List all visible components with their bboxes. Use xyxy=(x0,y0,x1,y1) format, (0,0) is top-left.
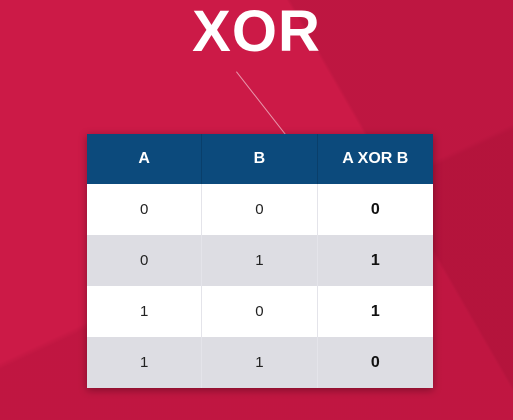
column-header-b: B xyxy=(201,134,318,184)
cell-result: 1 xyxy=(317,235,433,286)
column-header-a: A xyxy=(87,134,203,184)
table-row: 1 0 1 xyxy=(87,286,433,337)
page-title: XOR xyxy=(192,0,321,64)
cell-a: 0 xyxy=(87,184,203,235)
truth-table: A B A XOR B 0 0 0 0 1 1 1 0 1 1 1 0 xyxy=(87,134,433,388)
cell-b: 0 xyxy=(201,286,318,337)
cell-a: 1 xyxy=(87,337,203,388)
table-row: 0 0 0 xyxy=(87,184,433,235)
cell-b: 1 xyxy=(201,235,318,286)
table-row: 0 1 1 xyxy=(87,235,433,286)
cell-a: 1 xyxy=(87,286,203,337)
column-header-result: A XOR B xyxy=(317,134,433,184)
cell-result: 0 xyxy=(317,184,433,235)
cell-result: 1 xyxy=(317,286,433,337)
cell-b: 0 xyxy=(201,184,318,235)
cell-b: 1 xyxy=(201,337,318,388)
cell-result: 0 xyxy=(317,337,433,388)
cell-a: 0 xyxy=(87,235,203,286)
table-row: 1 1 0 xyxy=(87,337,433,388)
table-header-row: A B A XOR B xyxy=(87,134,433,184)
